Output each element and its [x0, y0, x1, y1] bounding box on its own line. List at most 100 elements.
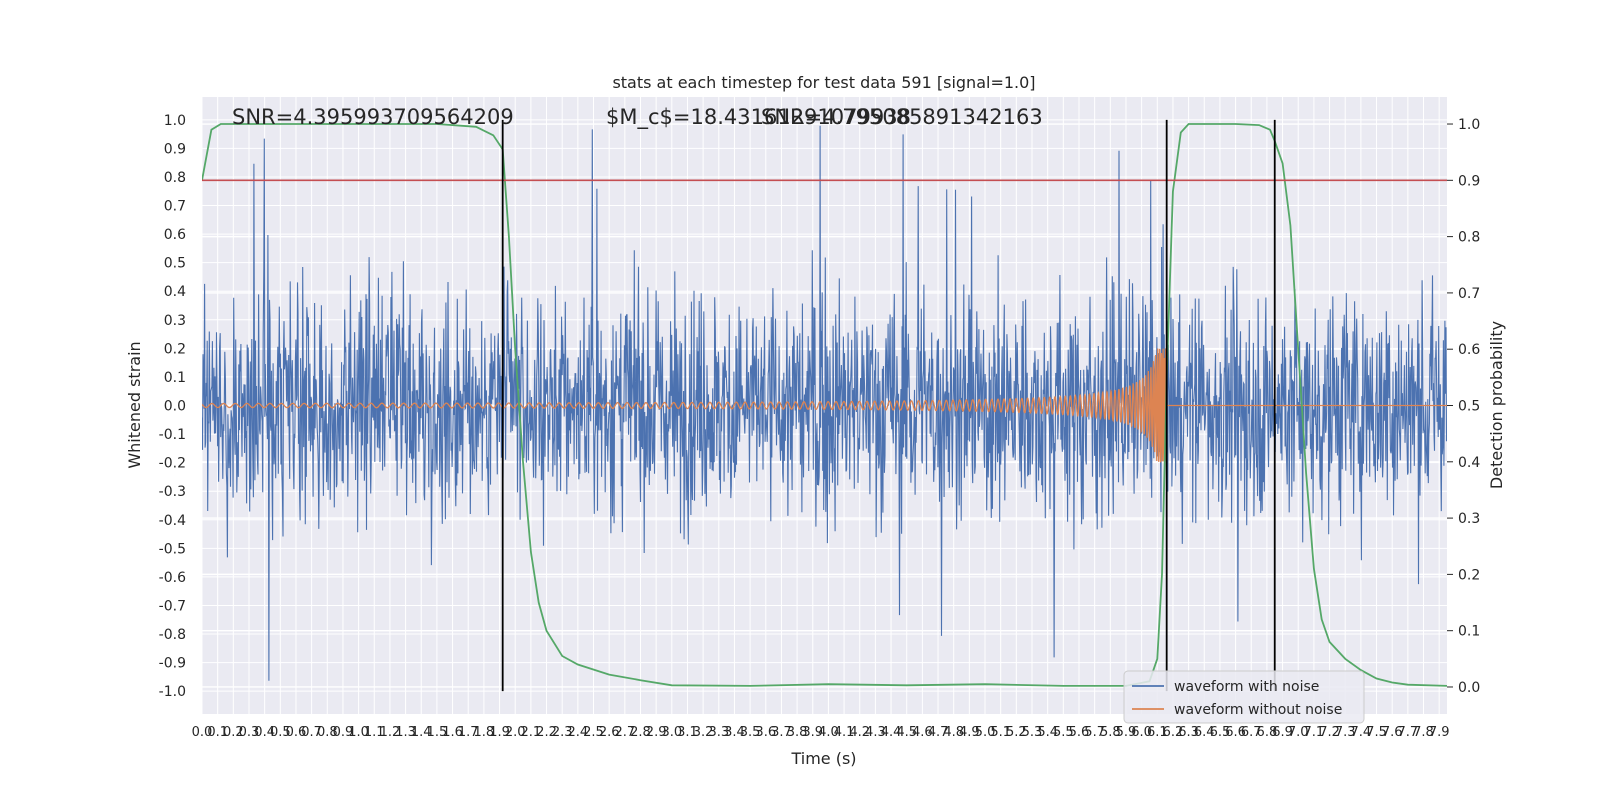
x-tick-label: 2.5 [583, 725, 604, 740]
x-tick-label: 6.4 [1194, 725, 1215, 740]
x-tick-label: 7.1 [1304, 725, 1325, 740]
y2-tick-label: 0.9 [1458, 173, 1480, 189]
x-tick-label: 3.2 [693, 725, 714, 740]
chart-title: stats at each timestep for test data 591… [612, 73, 1035, 92]
y2-tick-label: 0.8 [1458, 230, 1480, 246]
x-tick-label: 5.5 [1053, 725, 1074, 740]
y-tick-label: 0.3 [164, 313, 186, 329]
x-tick-label: 0.6 [286, 725, 307, 740]
y2-tick-label: 0.1 [1458, 624, 1480, 640]
y2-tick-label: 0.3 [1458, 511, 1480, 527]
y-tick-label: -0.4 [159, 513, 186, 529]
x-tick-label: 4.5 [896, 725, 917, 740]
y-tick-label: -1.0 [159, 684, 186, 700]
x-tick-label: 6.6 [1225, 725, 1246, 740]
x-tick-label: 1.0 [348, 725, 369, 740]
x-tick-label: 7.4 [1351, 725, 1372, 740]
x-axis-label: Time (s) [790, 749, 856, 768]
x-tick-label: 1.8 [474, 725, 495, 740]
y-tick-label: -0.8 [159, 627, 186, 643]
x-tick-label: 7.0 [1288, 725, 1309, 740]
y2-tick-label: 0.6 [1458, 342, 1480, 358]
y-tick-label: -0.7 [159, 598, 186, 614]
x-tick-label: 6.0 [1131, 725, 1152, 740]
legend-box [1123, 670, 1365, 724]
x-tick-label: 2.2 [536, 725, 557, 740]
x-tick-label: 3.4 [724, 725, 745, 740]
x-tick-label: 6.1 [1147, 725, 1168, 740]
x-tick-label: 7.6 [1382, 725, 1403, 740]
series-layer [202, 119, 1447, 692]
x-tick-label: 5.6 [1069, 725, 1090, 740]
x-tick-label: 0.5 [270, 725, 291, 740]
y2-tick-label: 1.0 [1458, 117, 1480, 133]
y-tick-label: 1.0 [164, 113, 186, 129]
x-tick-label: 6.9 [1272, 725, 1293, 740]
x-tick-label: 3.0 [661, 725, 682, 740]
y-tick-label: 0.5 [164, 256, 186, 272]
x-tick-label: 0.3 [239, 725, 260, 740]
y-tick-label: -0.1 [159, 427, 186, 443]
x-tick-label: 5.2 [1006, 725, 1027, 740]
y-tick-label: 0.9 [164, 141, 186, 157]
y2-tick-label: 0.5 [1458, 399, 1480, 415]
x-tick-label: 4.9 [959, 725, 980, 740]
x-tick-label: 0.4 [254, 725, 275, 740]
x-tick-label: 3.9 [802, 725, 823, 740]
x-tick-label: 0.7 [301, 725, 322, 740]
x-tick-label: 4.0 [818, 725, 839, 740]
clean-waveform-line [202, 348, 1447, 463]
y-tick-label: 0.6 [164, 227, 186, 243]
y-tick-label: 0.7 [164, 199, 186, 215]
x-tick-label: 7.3 [1335, 725, 1356, 740]
x-tick-label: 1.7 [458, 725, 479, 740]
x-tick-label: 5.8 [1100, 725, 1121, 740]
x-tick-label: 0.2 [223, 725, 244, 740]
y-tick-label: 0.4 [164, 284, 186, 300]
y-tick-label: -0.2 [159, 456, 186, 472]
x-tick-label: 2.3 [552, 725, 573, 740]
x-tick-label: 4.8 [943, 725, 964, 740]
x-tick-label: 2.0 [505, 725, 526, 740]
x-tick-label: 7.2 [1319, 725, 1340, 740]
x-tick-label: 3.3 [708, 725, 729, 740]
x-tick-label: 1.6 [442, 725, 463, 740]
x-tick-label: 2.9 [646, 725, 667, 740]
x-tick-label: 5.4 [1037, 725, 1058, 740]
x-tick-label: 0.1 [207, 725, 228, 740]
x-tick-label: 2.4 [568, 725, 589, 740]
x-tick-label: 4.3 [865, 725, 886, 740]
noisy-waveform-line [202, 125, 1447, 681]
y-tick-label: -0.6 [159, 570, 186, 586]
x-tick-label: 1.2 [380, 725, 401, 740]
x-tick-label: 0.8 [317, 725, 338, 740]
x-tick-label: 3.8 [787, 725, 808, 740]
ticks: 0.00.10.20.30.40.50.60.70.80.91.01.11.21… [159, 113, 1481, 740]
x-tick-label: 4.7 [928, 725, 949, 740]
x-tick-label: 5.9 [1116, 725, 1137, 740]
x-tick-label: 7.5 [1366, 725, 1387, 740]
detection-probability-line [202, 123, 1447, 687]
x-tick-label: 4.6 [912, 725, 933, 740]
x-tick-label: 5.7 [1084, 725, 1105, 740]
x-tick-label: 7.7 [1398, 725, 1419, 740]
y-tick-label: 0.2 [164, 341, 186, 357]
legend-label: waveform without noise [1174, 702, 1342, 718]
x-tick-label: 4.2 [849, 725, 870, 740]
y2-axis-label: Detection probability [1487, 321, 1506, 489]
legend: waveform with noise waveform without nois… [1123, 670, 1365, 724]
y-tick-label: -0.9 [159, 656, 186, 672]
x-tick-label: 6.2 [1163, 725, 1184, 740]
x-tick-label: 6.7 [1241, 725, 1262, 740]
y-tick-label: -0.3 [159, 484, 186, 500]
x-tick-label: 2.8 [630, 725, 651, 740]
x-tick-label: 1.1 [364, 725, 385, 740]
x-tick-label: 4.1 [834, 725, 855, 740]
x-tick-label: 2.7 [614, 725, 635, 740]
x-tick-label: 6.5 [1210, 725, 1231, 740]
x-tick-label: 3.7 [771, 725, 792, 740]
x-tick-label: 2.6 [599, 725, 620, 740]
x-tick-label: 5.0 [975, 725, 996, 740]
y-tick-label: 0.0 [164, 399, 186, 415]
